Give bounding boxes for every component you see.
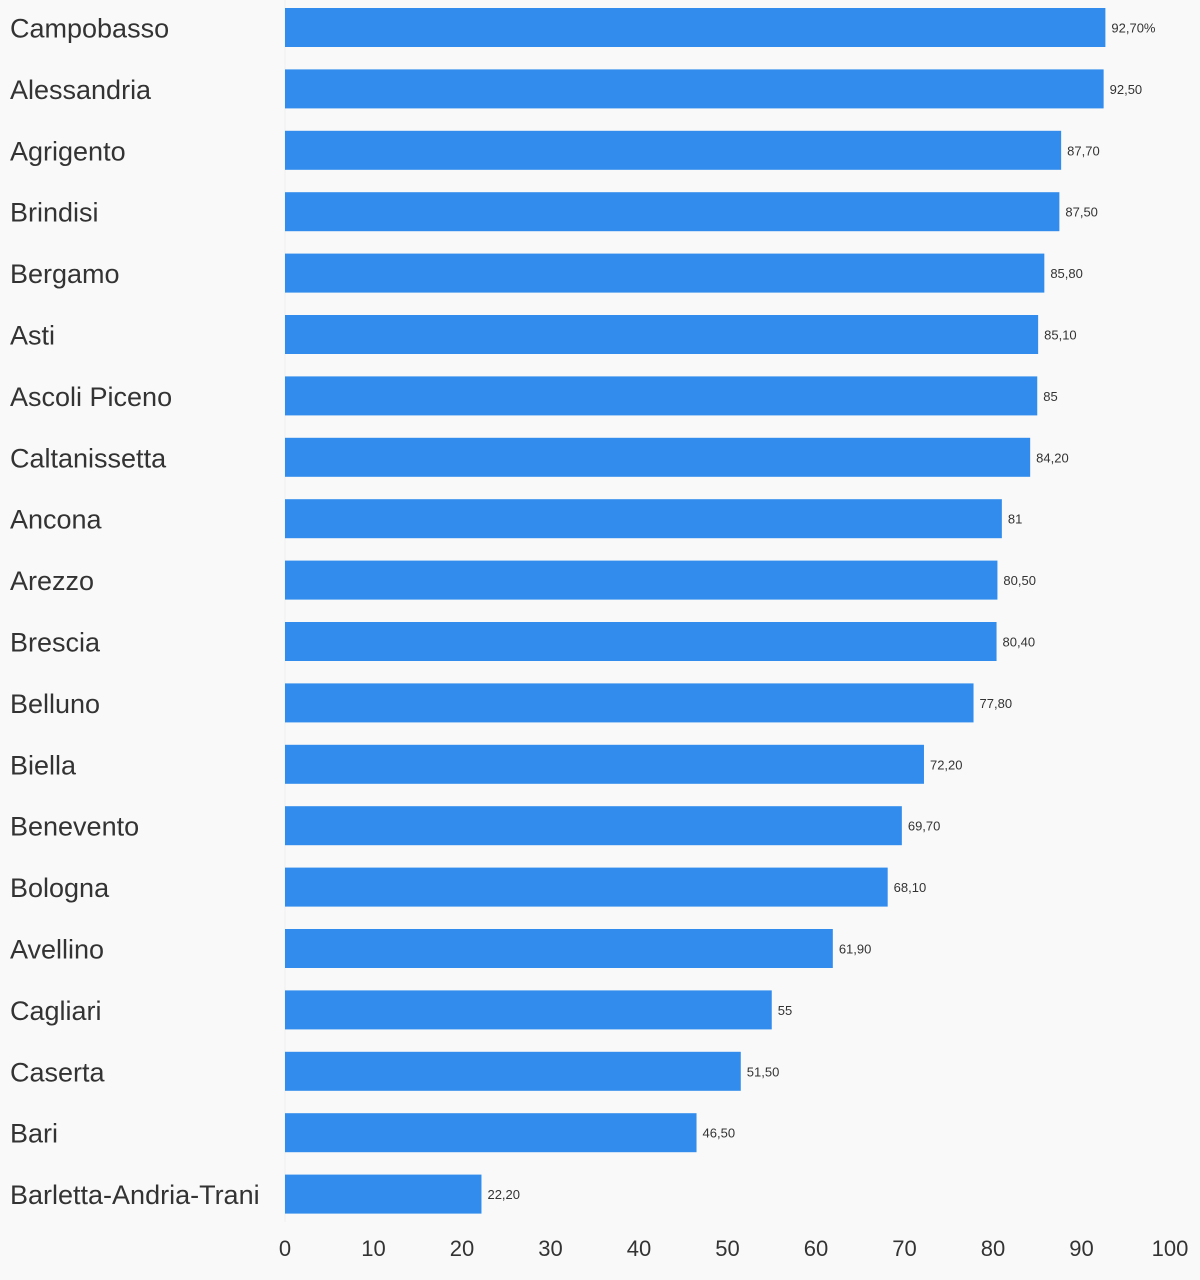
- x-tick-label: 90: [1069, 1236, 1093, 1261]
- x-tick-label: 30: [538, 1236, 562, 1261]
- data-label: 77,80: [980, 696, 1013, 711]
- data-label: 87,70: [1067, 143, 1100, 158]
- x-tick-label: 20: [450, 1236, 474, 1261]
- category-label: Caltanissetta: [10, 443, 167, 473]
- data-label: 85: [1043, 389, 1057, 404]
- data-label: 87,50: [1065, 205, 1098, 220]
- category-label: Avellino: [10, 935, 104, 965]
- bar-2: [285, 130, 1062, 170]
- category-label: Campobasso: [10, 14, 169, 44]
- data-label: 69,70: [908, 819, 941, 834]
- category-label: Biella: [10, 750, 77, 780]
- category-label: Cagliari: [10, 996, 102, 1026]
- bar-8: [285, 499, 1002, 539]
- bar-13: [285, 806, 902, 846]
- category-label: Caserta: [10, 1057, 106, 1087]
- data-label: 84,20: [1036, 450, 1069, 465]
- bar-0: [285, 8, 1106, 47]
- bar-10: [285, 622, 997, 661]
- data-label: 55: [778, 1003, 792, 1018]
- x-tick-label: 0: [279, 1236, 291, 1261]
- category-label: Agrigento: [10, 136, 126, 166]
- bar-3: [285, 192, 1060, 232]
- x-tick-label: 60: [804, 1236, 828, 1261]
- data-label: 80,40: [1003, 635, 1036, 650]
- x-tick-label: 100: [1152, 1236, 1189, 1261]
- bar-6: [285, 376, 1038, 416]
- category-label: Bologna: [10, 873, 110, 903]
- bar-17: [285, 1051, 741, 1091]
- category-label: Bergamo: [10, 259, 120, 289]
- x-tick-label: 40: [627, 1236, 651, 1261]
- bar-9: [285, 560, 998, 600]
- bar-19: [285, 1174, 482, 1214]
- data-label: 85,80: [1050, 266, 1083, 281]
- category-label: Belluno: [10, 689, 100, 719]
- bar-16: [285, 990, 772, 1030]
- data-label: 68,10: [894, 880, 927, 895]
- data-label: 85,10: [1044, 328, 1077, 343]
- data-label: 81: [1008, 512, 1022, 527]
- data-label: 61,90: [839, 942, 872, 957]
- data-label: 46,50: [703, 1126, 736, 1141]
- x-tick-label: 70: [892, 1236, 916, 1261]
- data-label: 51,50: [747, 1064, 780, 1079]
- category-label: Brindisi: [10, 198, 99, 228]
- bar-15: [285, 929, 833, 968]
- category-label: Bari: [10, 1119, 58, 1149]
- bar-1: [285, 69, 1104, 109]
- bar-11: [285, 683, 974, 723]
- bar-12: [285, 744, 924, 784]
- category-label: Ascoli Piceno: [10, 382, 172, 412]
- x-tick-label: 80: [981, 1236, 1005, 1261]
- category-label: Asti: [10, 321, 55, 351]
- category-label: Barletta-Andria-Trani: [10, 1180, 260, 1210]
- bar-7: [285, 437, 1031, 477]
- data-label: 22,20: [487, 1187, 520, 1202]
- bar-4: [285, 253, 1045, 293]
- x-tick-label: 50: [715, 1236, 739, 1261]
- category-label: Alessandria: [10, 75, 152, 105]
- category-label: Ancona: [10, 505, 103, 535]
- x-tick-label: 10: [361, 1236, 385, 1261]
- data-label: 80,50: [1003, 573, 1036, 588]
- bar-5: [285, 315, 1039, 354]
- data-label: 92,50: [1110, 82, 1143, 97]
- category-label: Brescia: [10, 628, 101, 658]
- data-label: 92,70%: [1111, 21, 1156, 36]
- bar-14: [285, 867, 888, 907]
- data-label: 72,20: [930, 757, 963, 772]
- category-label: Arezzo: [10, 566, 94, 596]
- bar-18: [285, 1113, 697, 1153]
- category-label: Benevento: [10, 812, 139, 842]
